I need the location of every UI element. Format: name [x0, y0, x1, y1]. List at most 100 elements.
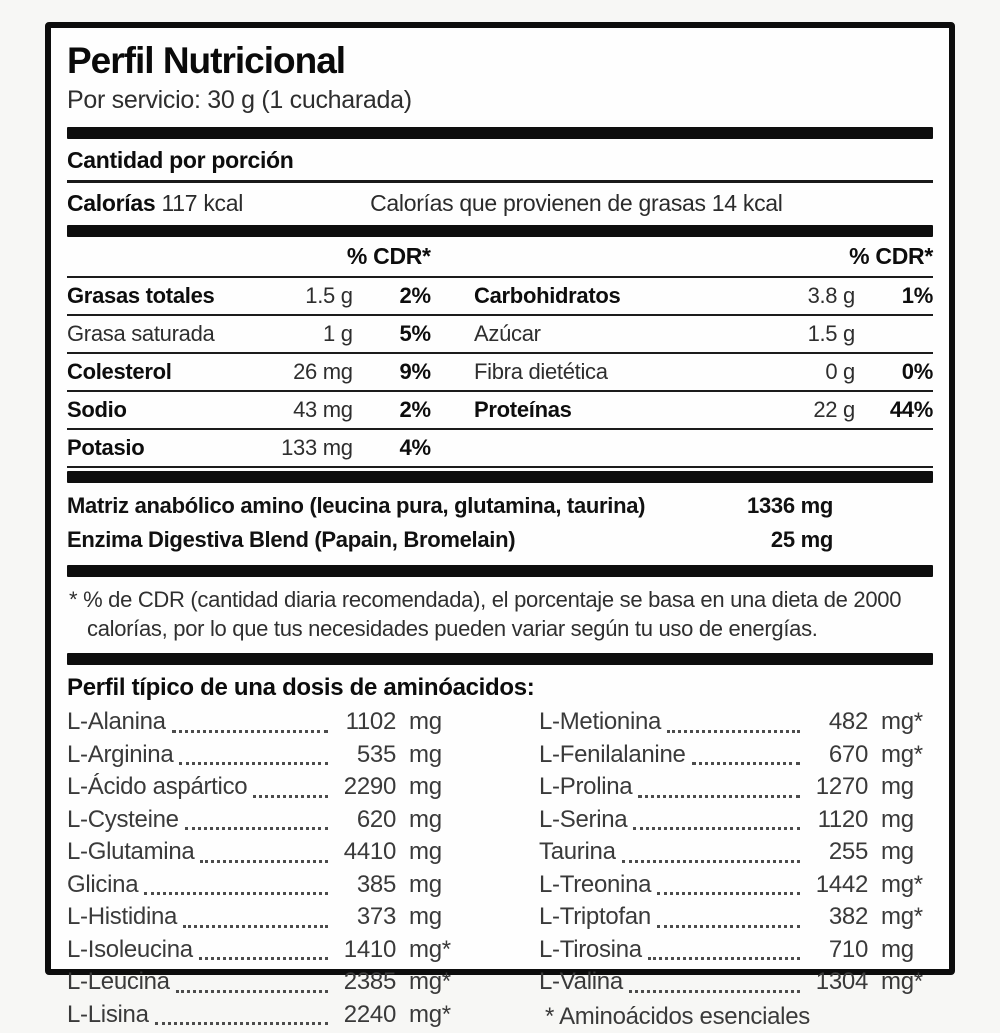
nutrient-name: Fibra dietética: [474, 359, 750, 385]
divider-bar-footnote-top: [67, 565, 933, 577]
amino-unit: mg: [868, 838, 933, 866]
list-item: L-Tirosina 710 mg: [539, 936, 933, 969]
blend-amount: 25 mg: [703, 527, 833, 553]
amino-value: 1102: [334, 708, 396, 736]
nutrient-cell-right: Carbohidratos 3.8 g 1%: [474, 283, 933, 309]
amino-right-list: L-Metionina 482 mg* L-Fenilalanine 670 m…: [539, 708, 933, 1001]
cdr-header-left: % CDR*: [67, 243, 431, 270]
amino-unit: mg: [396, 871, 461, 899]
nutrient-percent: 5%: [353, 321, 431, 347]
list-item: L-Arginina 535 mg: [67, 741, 461, 774]
amino-name: L-Ácido aspártico: [67, 773, 247, 801]
amino-value: 255: [806, 838, 868, 866]
dot-leader: [179, 762, 328, 765]
nutrient-percent: 1%: [855, 283, 933, 309]
footnote-body: % de CDR (cantidad diaria recomendada), …: [83, 587, 901, 641]
nutrient-name: Grasa saturada: [67, 321, 248, 347]
amino-column-left: L-Alanina 1102 mg L-Arginina 535 mg L-Ác…: [67, 708, 461, 1033]
nutrient-amount: 0 g: [750, 359, 855, 385]
nutrient-percent: 2%: [353, 397, 431, 423]
list-item: L-Metionina 482 mg*: [539, 708, 933, 741]
dot-leader: [638, 795, 800, 798]
amino-unit: mg*: [396, 1001, 461, 1029]
nutrient-percent: 9%: [353, 359, 431, 385]
dot-leader: [253, 795, 328, 798]
divider-bar-blends: [67, 471, 933, 483]
list-item: L-Fenilalanine 670 mg*: [539, 741, 933, 774]
nutrient-cell-left: Grasa saturada 1 g 5%: [67, 321, 431, 347]
divider-bar-footnote-bottom: [67, 653, 933, 665]
nutrient-cell-left: Colesterol 26 mg 9%: [67, 359, 431, 385]
dot-leader: [657, 925, 800, 928]
amino-name: L-Serina: [539, 806, 627, 834]
amino-name: L-Cysteine: [67, 806, 179, 834]
cdr-header-label-left: % CDR*: [347, 243, 431, 270]
amino-unit: mg*: [396, 968, 461, 996]
nutrient-amount: 43 mg: [248, 397, 353, 423]
calories-row: Calorías 117 kcal Calorías que provienen…: [67, 183, 933, 225]
list-item: L-Alanina 1102 mg: [67, 708, 461, 741]
dot-leader: [199, 957, 328, 960]
amino-profile-heading: Perfil típico de una dosis de aminóacido…: [67, 665, 933, 708]
nutrient-table: Grasas totales 1.5 g 2% Carbohidratos 3.…: [67, 278, 933, 468]
amino-value: 4410: [334, 838, 396, 866]
amino-name: L-Leucina: [67, 968, 170, 996]
amino-name: Glicina: [67, 871, 138, 899]
dot-leader: [183, 925, 328, 928]
list-item: Taurina 255 mg: [539, 838, 933, 871]
amino-name: L-Histidina: [67, 903, 177, 931]
footnote-marker: *: [69, 587, 77, 612]
nutrient-name: Potasio: [67, 435, 248, 461]
nutrient-cell-right: Fibra dietética 0 g 0%: [474, 359, 933, 385]
amino-value: 382: [806, 903, 868, 931]
amount-per-serving-heading: Cantidad por porción: [67, 139, 933, 183]
nutrient-amount: 133 mg: [248, 435, 353, 461]
amino-name: L-Arginina: [67, 741, 173, 769]
cdr-footnote: * % de CDR (cantidad diaria recomendada)…: [67, 577, 917, 653]
nutrient-amount: 22 g: [750, 397, 855, 423]
dot-leader: [176, 990, 328, 993]
nutrient-name: Sodio: [67, 397, 248, 423]
amino-unit: mg*: [396, 936, 461, 964]
list-item: L-Histidina 373 mg: [67, 903, 461, 936]
table-row: Grasas totales 1.5 g 2% Carbohidratos 3.…: [67, 278, 933, 316]
dot-leader: [200, 860, 328, 863]
dot-leader: [657, 892, 800, 895]
amino-unit: mg*: [868, 968, 933, 996]
amino-value: 1410: [334, 936, 396, 964]
amino-unit: mg: [396, 903, 461, 931]
nutrient-percent: 2%: [353, 283, 431, 309]
nutrient-percent: 0%: [855, 359, 933, 385]
blend-row: Matriz anabólico amino (leucina pura, gl…: [67, 489, 933, 523]
cdr-header-row: % CDR* % CDR*: [67, 237, 933, 278]
dot-leader: [144, 892, 328, 895]
list-item: L-Lisina 2240 mg*: [67, 1001, 461, 1033]
dot-leader: [172, 730, 328, 733]
list-item: L-Triptofan 382 mg*: [539, 903, 933, 936]
table-row: Colesterol 26 mg 9% Fibra dietética 0 g …: [67, 354, 933, 392]
cdr-header-label-right: % CDR*: [849, 243, 933, 270]
blend-name: Enzima Digestiva Blend (Papain, Bromelai…: [67, 527, 703, 553]
nutrient-percent: 44%: [855, 397, 933, 423]
blend-name: Matriz anabólico amino (leucina pura, gl…: [67, 493, 703, 519]
amino-unit: mg: [396, 708, 461, 736]
amino-name: L-Prolina: [539, 773, 632, 801]
table-row: Sodio 43 mg 2% Proteínas 22 g 44%: [67, 392, 933, 430]
nutrient-cell-left: Potasio 133 mg 4%: [67, 435, 431, 461]
amino-unit: mg: [396, 773, 461, 801]
dot-leader: [648, 957, 800, 960]
amino-value: 1120: [806, 806, 868, 834]
list-item: L-Ácido aspártico 2290 mg: [67, 773, 461, 806]
amino-value: 2385: [334, 968, 396, 996]
amino-value: 385: [334, 871, 396, 899]
calories-label: Calorías: [67, 190, 155, 216]
list-item: L-Treonina 1442 mg*: [539, 871, 933, 904]
nutrient-amount: 3.8 g: [750, 283, 855, 309]
nutrient-amount: 1.5 g: [248, 283, 353, 309]
amino-value: 710: [806, 936, 868, 964]
list-item: L-Glutamina 4410 mg: [67, 838, 461, 871]
amino-unit: mg: [396, 838, 461, 866]
nutrition-label: Perfil Nutricional Por servicio: 30 g (1…: [45, 22, 955, 975]
nutrient-name: Azúcar: [474, 321, 750, 347]
amino-unit: mg*: [868, 903, 933, 931]
